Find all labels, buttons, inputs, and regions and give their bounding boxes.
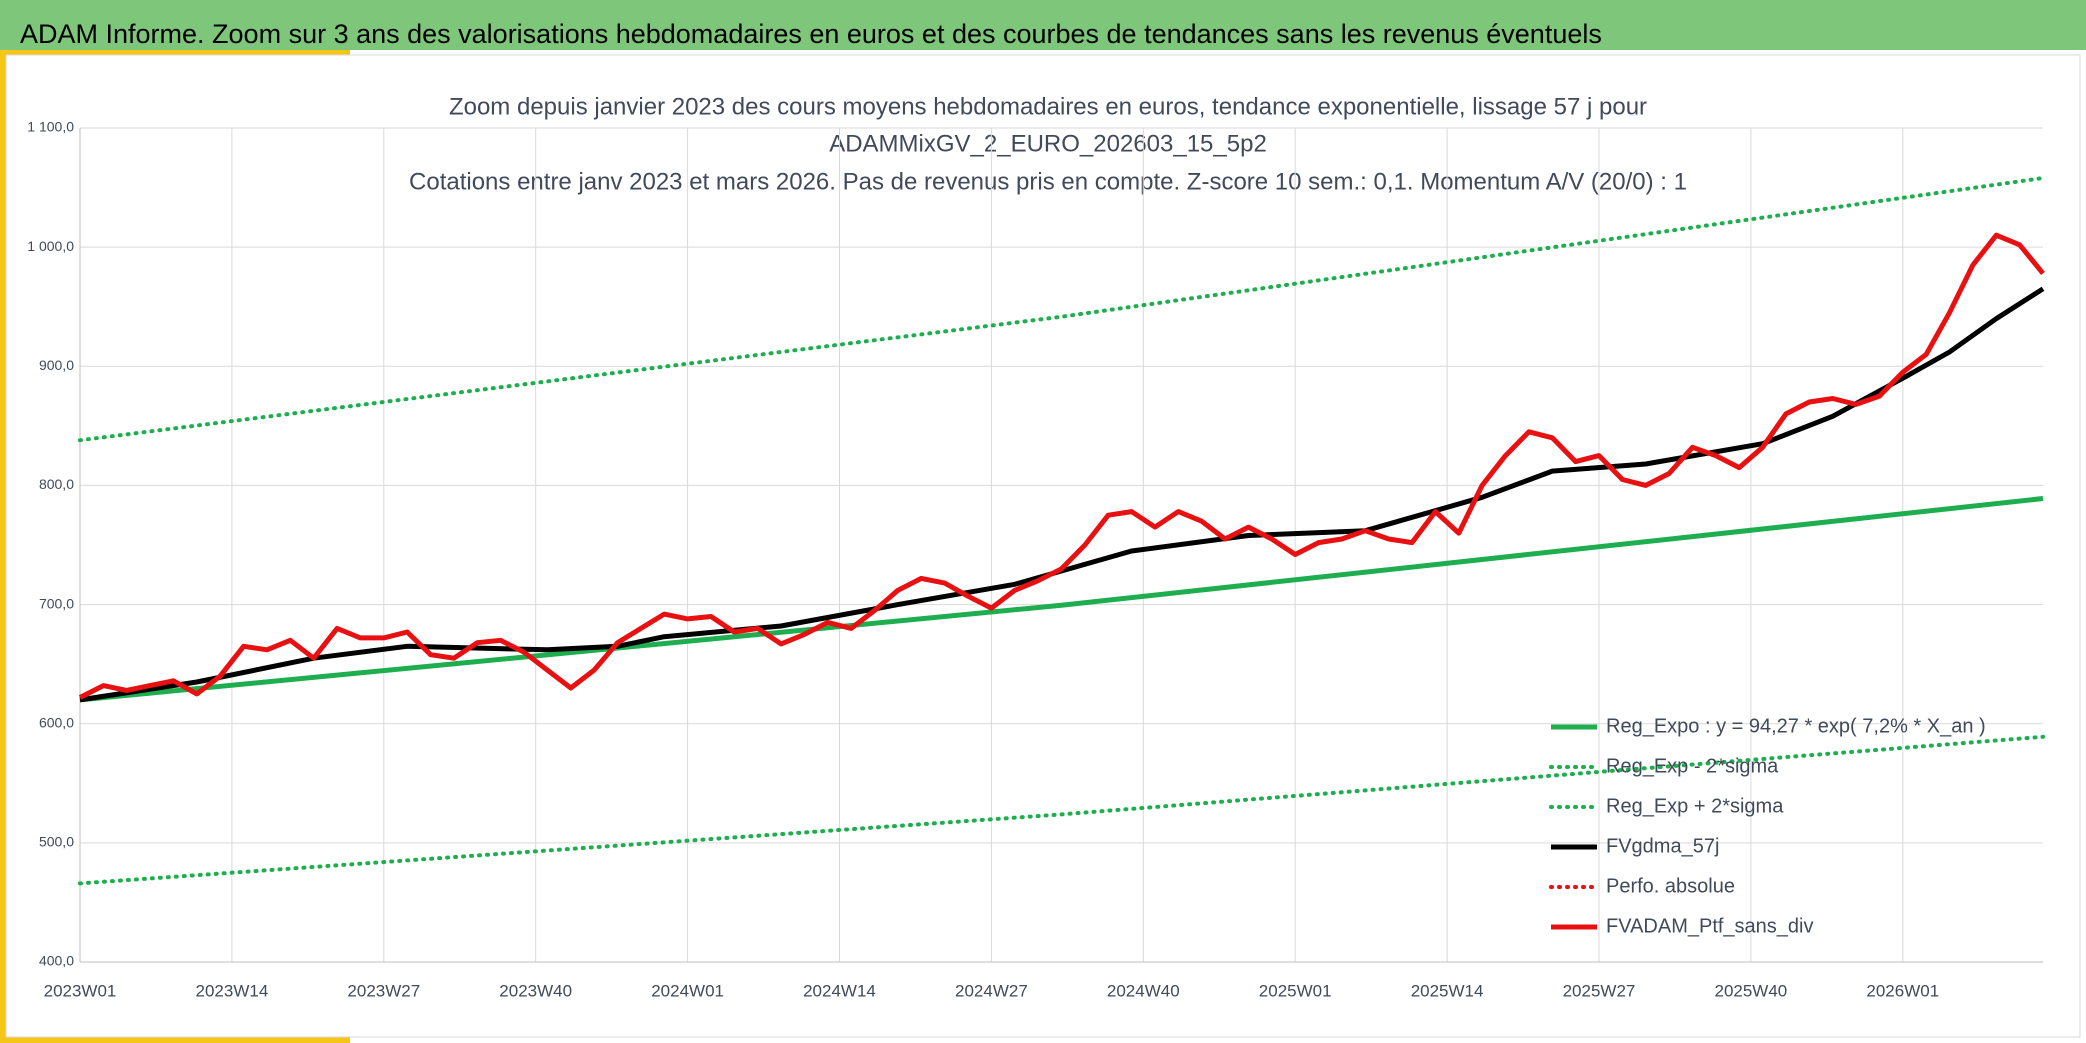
y-tick-label: 600,0	[39, 714, 74, 730]
x-tick-label: 2024W01	[651, 981, 724, 1000]
accent	[0, 50, 350, 55]
y-tick-label: 500,0	[39, 834, 74, 850]
legend-label: Reg_Exp - 2*sigma	[1606, 755, 1779, 777]
frame	[5, 54, 2081, 1038]
y-tick-label: 400,0	[39, 953, 74, 969]
x-tick-label: 2024W27	[955, 981, 1028, 1000]
legend-label: Reg_Exp + 2*sigma	[1606, 795, 1784, 817]
legend-label: Perfo. absolue	[1606, 875, 1735, 897]
y-tick-label: 1 000,0	[27, 238, 74, 254]
x-tick-label: 2026W01	[1866, 981, 1939, 1000]
header-title: ADAM Informe. Zoom sur 3 ans des valoris…	[20, 19, 1602, 49]
y-tick-label: 900,0	[39, 357, 74, 373]
legend-label: FVADAM_Ptf_sans_div	[1606, 915, 1814, 937]
x-tick-label: 2023W01	[44, 981, 117, 1000]
chart-title: ADAMMixGV_2_EURO_202603_15_5p2	[829, 130, 1267, 157]
y-tick-label: 700,0	[39, 595, 74, 611]
y-tick-label: 800,0	[39, 476, 74, 492]
series-line	[79, 496, 2044, 703]
series-line	[78, 734, 2045, 886]
accent	[0, 50, 6, 1043]
x-tick-label: 2025W14	[1411, 981, 1484, 1000]
x-tick-label: 2024W14	[803, 981, 876, 1000]
series-line	[78, 232, 2045, 700]
series-line	[79, 286, 2045, 703]
x-tick-label: 2023W27	[347, 981, 420, 1000]
x-tick-label: 2023W14	[196, 981, 269, 1000]
x-tick-label: 2023W40	[499, 981, 572, 1000]
header-bar	[0, 0, 2086, 50]
x-tick-label: 2025W40	[1714, 981, 1787, 1000]
series-line	[78, 176, 2045, 443]
x-tick-label: 2025W01	[1259, 981, 1332, 1000]
accent	[0, 1037, 350, 1043]
chart-title: Zoom depuis janvier 2023 des cours moyen…	[449, 93, 1647, 120]
x-tick-label: 2025W27	[1563, 981, 1636, 1000]
y-tick-label: 1 100,0	[27, 119, 74, 135]
chart-title: Cotations entre janv 2023 et mars 2026. …	[409, 168, 1687, 195]
legend-label: FVgdma_57j	[1606, 835, 1719, 857]
legend-label: Reg_Expo : y = 94,27 * exp( 7,2% * X_an …	[1606, 715, 1986, 737]
x-tick-label: 2024W40	[1107, 981, 1180, 1000]
